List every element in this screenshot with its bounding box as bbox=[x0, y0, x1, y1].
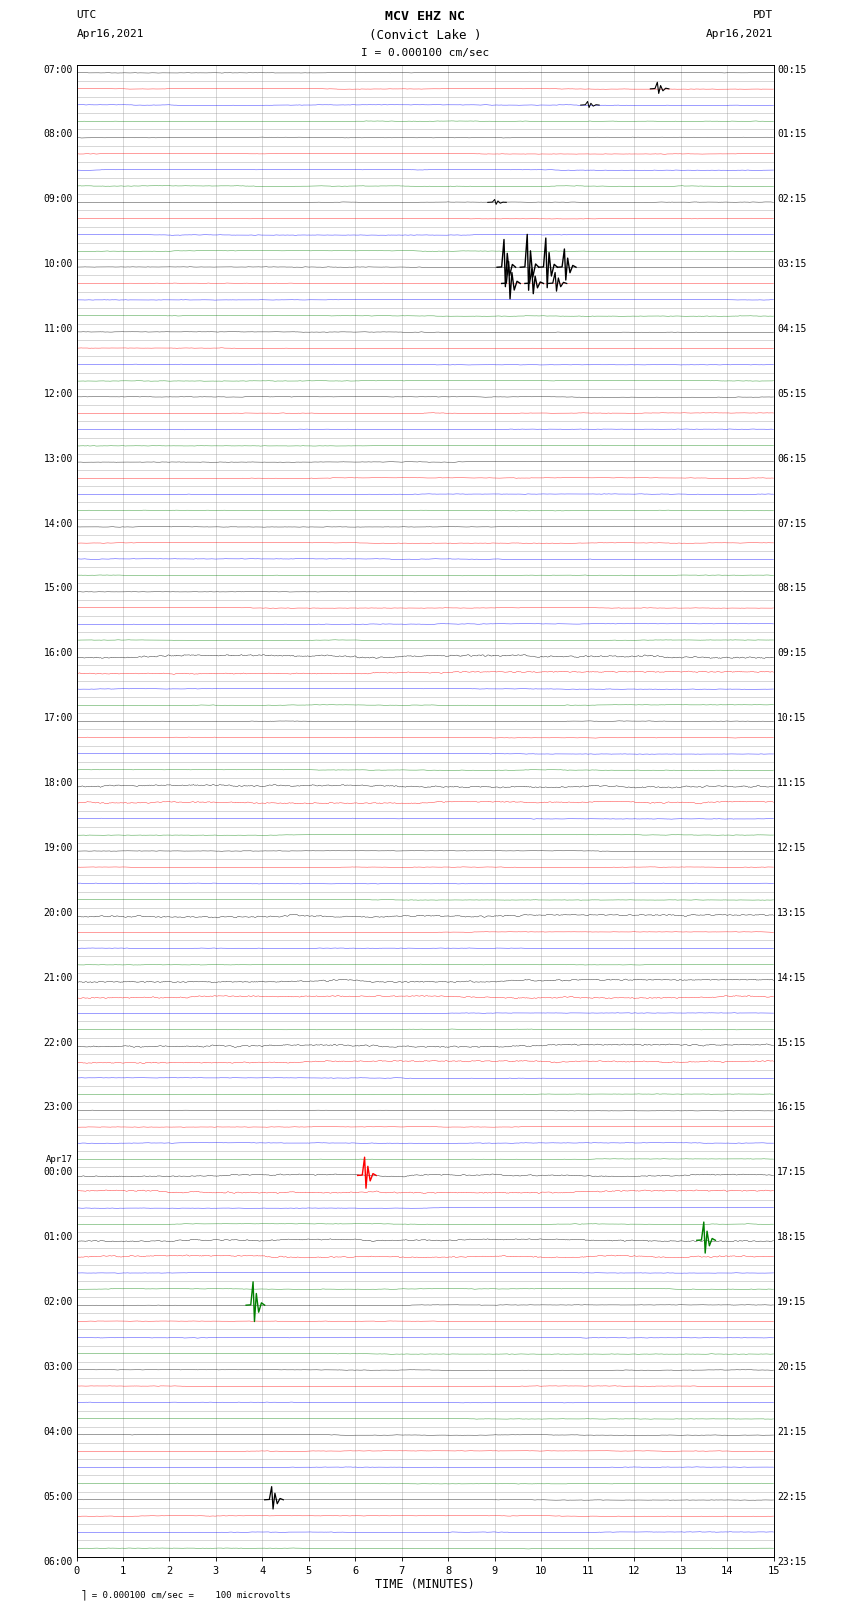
Text: 18:15: 18:15 bbox=[777, 1232, 807, 1242]
Text: Apr16,2021: Apr16,2021 bbox=[76, 29, 144, 39]
Text: 10:15: 10:15 bbox=[777, 713, 807, 723]
Text: 03:15: 03:15 bbox=[777, 260, 807, 269]
Text: 04:00: 04:00 bbox=[43, 1428, 73, 1437]
Text: 06:00: 06:00 bbox=[43, 1557, 73, 1566]
Text: 19:00: 19:00 bbox=[43, 844, 73, 853]
Text: 13:15: 13:15 bbox=[777, 908, 807, 918]
Text: 12:15: 12:15 bbox=[777, 844, 807, 853]
Text: 14:15: 14:15 bbox=[777, 973, 807, 982]
Text: 12:00: 12:00 bbox=[43, 389, 73, 398]
Text: 14:00: 14:00 bbox=[43, 519, 73, 529]
Text: 08:00: 08:00 bbox=[43, 129, 73, 139]
Text: 16:15: 16:15 bbox=[777, 1102, 807, 1113]
Text: UTC: UTC bbox=[76, 10, 97, 19]
Text: 17:15: 17:15 bbox=[777, 1168, 807, 1177]
Text: 03:00: 03:00 bbox=[43, 1361, 73, 1373]
Text: 05:15: 05:15 bbox=[777, 389, 807, 398]
Text: 15:00: 15:00 bbox=[43, 584, 73, 594]
Text: 19:15: 19:15 bbox=[777, 1297, 807, 1307]
Text: 23:00: 23:00 bbox=[43, 1102, 73, 1113]
Text: ⎤ = 0.000100 cm/sec =    100 microvolts: ⎤ = 0.000100 cm/sec = 100 microvolts bbox=[81, 1589, 291, 1600]
Text: 23:15: 23:15 bbox=[777, 1557, 807, 1566]
Text: MCV EHZ NC: MCV EHZ NC bbox=[385, 10, 465, 23]
Text: 21:15: 21:15 bbox=[777, 1428, 807, 1437]
Text: 21:00: 21:00 bbox=[43, 973, 73, 982]
Text: 07:15: 07:15 bbox=[777, 519, 807, 529]
Text: 01:00: 01:00 bbox=[43, 1232, 73, 1242]
Text: 09:00: 09:00 bbox=[43, 194, 73, 205]
Text: 02:15: 02:15 bbox=[777, 194, 807, 205]
Text: PDT: PDT bbox=[753, 10, 774, 19]
Text: I = 0.000100 cm/sec: I = 0.000100 cm/sec bbox=[361, 48, 489, 58]
Text: 02:00: 02:00 bbox=[43, 1297, 73, 1307]
Text: 11:00: 11:00 bbox=[43, 324, 73, 334]
Text: 08:15: 08:15 bbox=[777, 584, 807, 594]
Text: 04:15: 04:15 bbox=[777, 324, 807, 334]
Text: 10:00: 10:00 bbox=[43, 260, 73, 269]
Text: 06:15: 06:15 bbox=[777, 453, 807, 465]
Text: 20:00: 20:00 bbox=[43, 908, 73, 918]
Text: 01:15: 01:15 bbox=[777, 129, 807, 139]
X-axis label: TIME (MINUTES): TIME (MINUTES) bbox=[375, 1579, 475, 1592]
Text: 07:00: 07:00 bbox=[43, 65, 73, 74]
Text: 05:00: 05:00 bbox=[43, 1492, 73, 1502]
Text: 11:15: 11:15 bbox=[777, 777, 807, 789]
Text: 00:00: 00:00 bbox=[43, 1168, 73, 1177]
Text: Apr17: Apr17 bbox=[46, 1155, 73, 1163]
Text: 17:00: 17:00 bbox=[43, 713, 73, 723]
Text: Apr16,2021: Apr16,2021 bbox=[706, 29, 774, 39]
Text: 09:15: 09:15 bbox=[777, 648, 807, 658]
Text: 16:00: 16:00 bbox=[43, 648, 73, 658]
Text: 22:15: 22:15 bbox=[777, 1492, 807, 1502]
Text: (Convict Lake ): (Convict Lake ) bbox=[369, 29, 481, 42]
Text: 00:15: 00:15 bbox=[777, 65, 807, 74]
Text: 20:15: 20:15 bbox=[777, 1361, 807, 1373]
Text: 18:00: 18:00 bbox=[43, 777, 73, 789]
Text: 15:15: 15:15 bbox=[777, 1037, 807, 1047]
Text: 22:00: 22:00 bbox=[43, 1037, 73, 1047]
Text: 13:00: 13:00 bbox=[43, 453, 73, 465]
